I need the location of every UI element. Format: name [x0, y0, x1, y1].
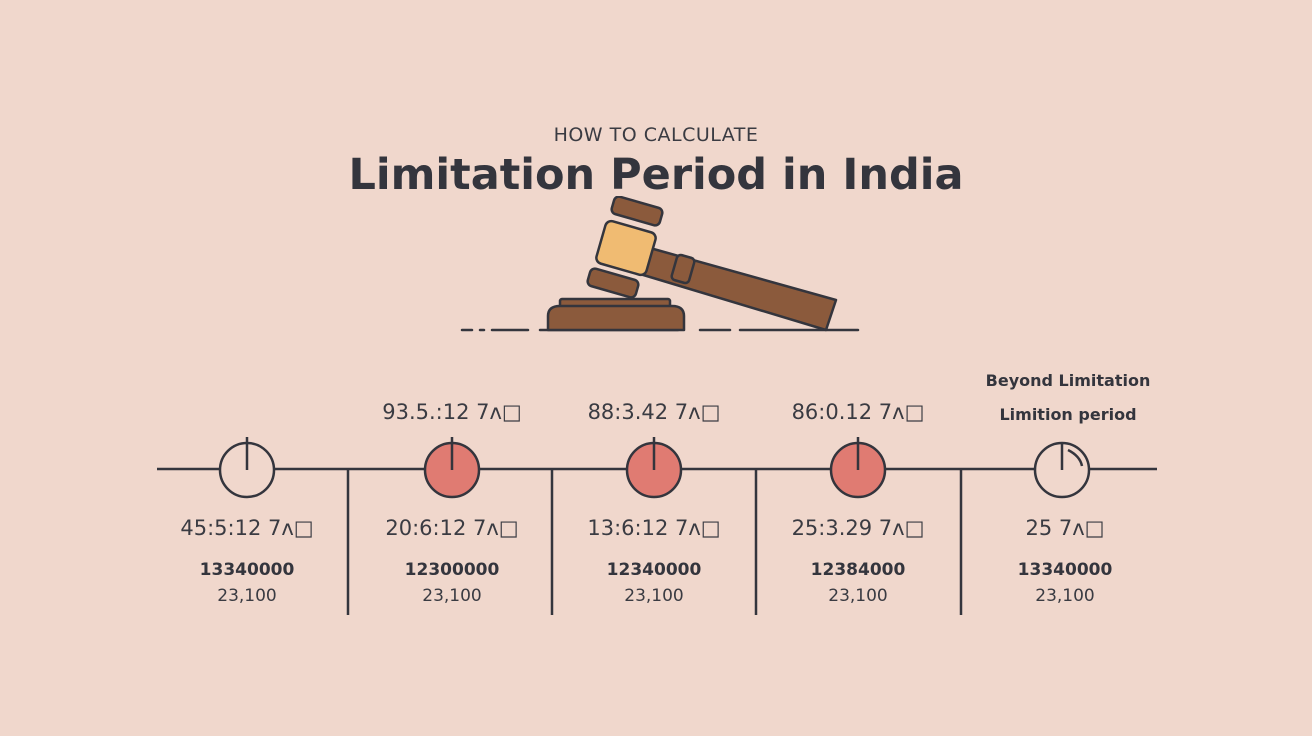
stage-amount: 12300000: [404, 560, 500, 580]
stage-amount: 13340000: [1017, 560, 1113, 580]
subtitle: HOW TO CALCULATE: [553, 124, 759, 146]
stage-marker: [423, 437, 481, 499]
stage-marker: [625, 437, 683, 499]
stage-amount: 12384000: [810, 560, 906, 580]
stage-marker: [218, 437, 276, 499]
stage-bottom-label: 25 7ʌ□: [1025, 516, 1105, 540]
stage-amount: 13340000: [199, 560, 295, 580]
stage-ratio: 23,100: [217, 586, 277, 606]
stage-top-label: 86:0.12 7ʌ□: [791, 400, 925, 424]
stage-top-label: 93.5.:12 7ʌ□: [382, 400, 522, 424]
stage-amount: 12340000: [606, 560, 702, 580]
stage-ratio: 23,100: [828, 586, 888, 606]
stage-marker: [829, 437, 887, 499]
stage-bottom-label: 45:5:12 7ʌ□: [180, 516, 314, 540]
clock-icon: [1033, 441, 1091, 499]
stage-ratio: 23,100: [422, 586, 482, 606]
stage-ratio: 23,100: [624, 586, 684, 606]
stage-top-label: 88:3.42 7ʌ□: [587, 400, 721, 424]
stage-ratio: 23,100: [1035, 586, 1095, 606]
gavel-icon: [460, 196, 860, 332]
beyond-limitation-label: Beyond Limitation: [985, 371, 1151, 390]
stage-bottom-label: 13:6:12 7ʌ□: [587, 516, 721, 540]
page-title: Limitation Period in India: [348, 150, 964, 200]
stage-bottom-label: 20:6:12 7ʌ□: [385, 516, 519, 540]
stage-bottom-label: 25:3.29 7ʌ□: [791, 516, 925, 540]
limitation-period-label: Limition period: [999, 405, 1137, 424]
